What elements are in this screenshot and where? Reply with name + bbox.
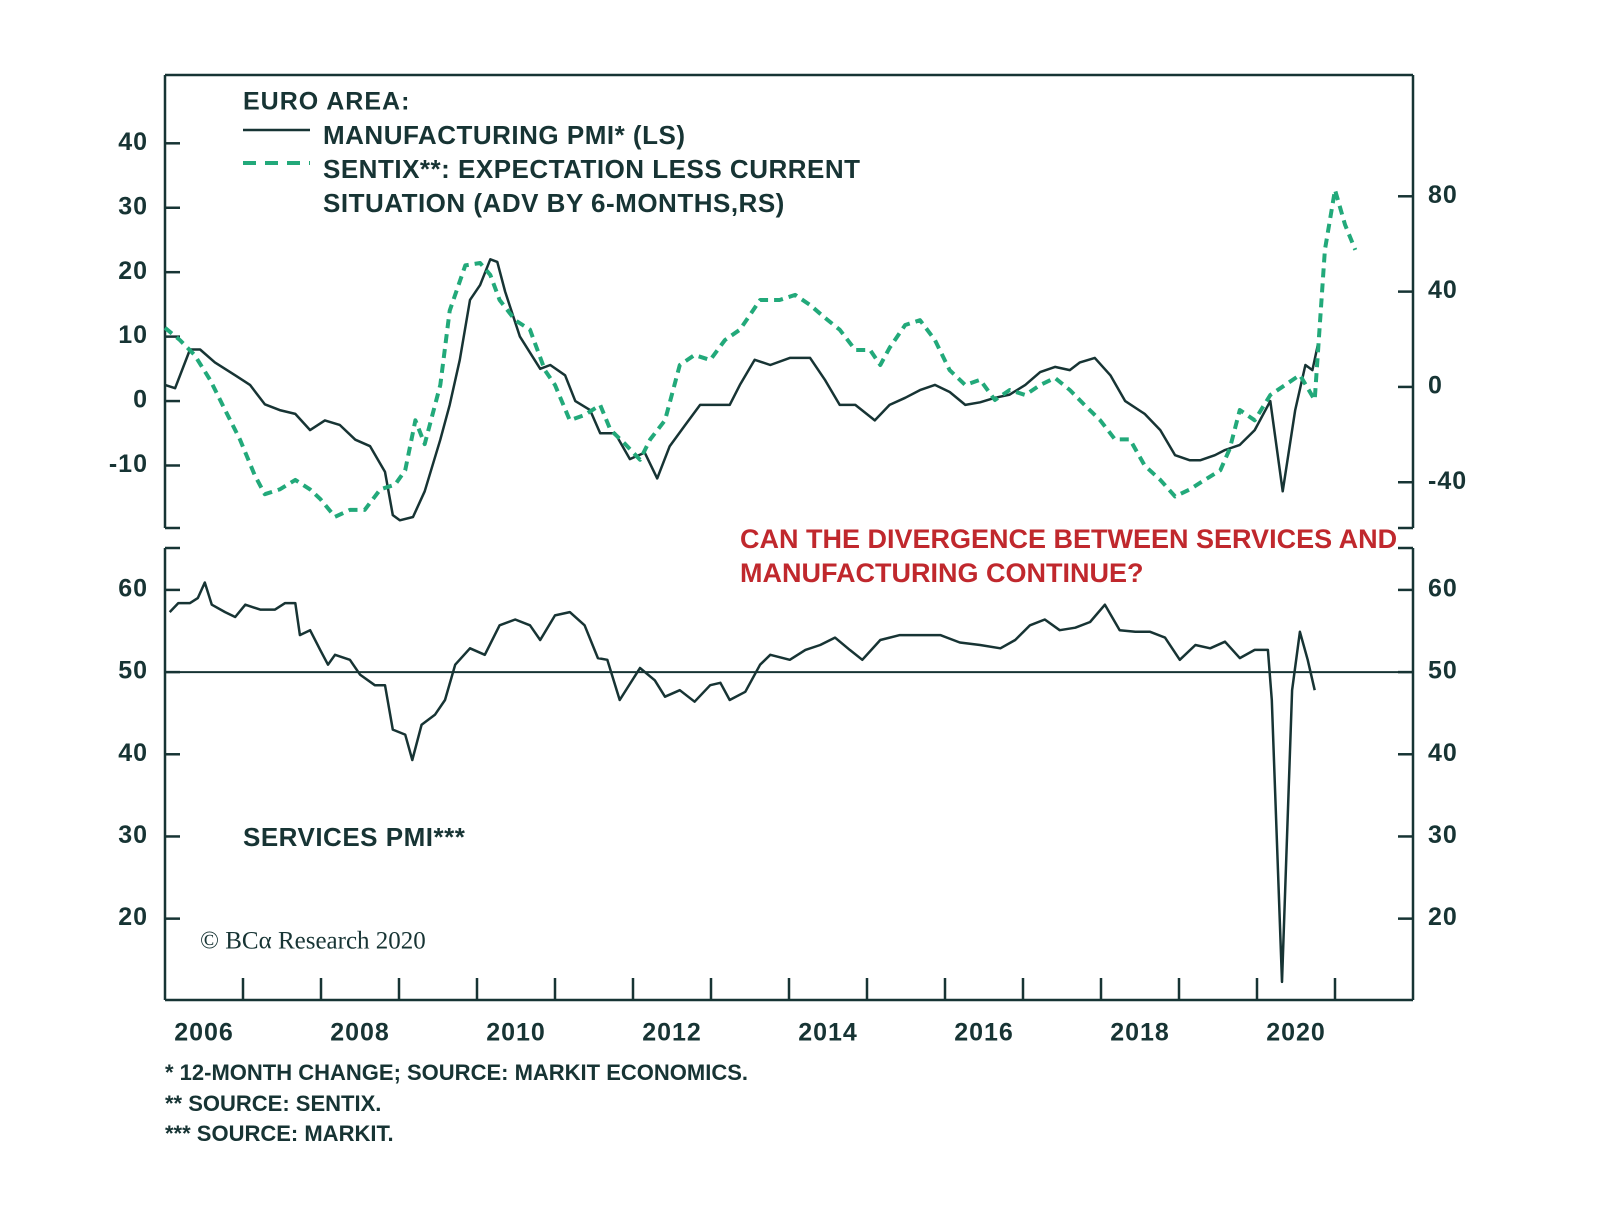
y2-tick-label: 60 [1428, 575, 1458, 603]
x-tick-label: 2012 [642, 1019, 702, 1047]
x-tick-label: 2006 [174, 1019, 234, 1047]
x-tick-label: 2014 [798, 1019, 858, 1047]
series-line [168, 581, 1316, 984]
credit: © BCα Research 2020 [200, 928, 426, 955]
y2-tick-label: 50 [1428, 657, 1458, 685]
legend-label: SENTIX**: EXPECTATION LESS CURRENT SITUA… [323, 154, 861, 218]
footnote: ** SOURCE: SENTIX. [165, 1091, 382, 1116]
y-tick-label: 40 [118, 128, 148, 156]
y-tick-label: 30 [118, 821, 148, 849]
footnote: *** SOURCE: MARKIT. [165, 1121, 394, 1146]
x-tick-label: 2020 [1266, 1019, 1326, 1047]
y-tick-label: 60 [118, 575, 148, 603]
annotation: CAN THE DIVERGENCE BETWEEN SERVICES AND … [740, 524, 1398, 588]
y-tick-label: 0 [133, 386, 148, 414]
series-line [164, 258, 1320, 522]
y2-tick-label: 40 [1428, 276, 1458, 304]
y-tick-label: 30 [118, 192, 148, 220]
x-tick-label: 2008 [330, 1019, 390, 1047]
y2-tick-label: 40 [1428, 739, 1458, 767]
y2-tick-label: 0 [1428, 372, 1443, 400]
series-label: SERVICES PMI*** [243, 822, 466, 852]
legend-label: MANUFACTURING PMI* (LS) [323, 120, 686, 150]
y-tick-label: 50 [118, 657, 148, 685]
y-tick-label: -10 [109, 450, 148, 478]
y2-tick-label: 20 [1428, 903, 1458, 931]
x-tick-label: 2018 [1110, 1019, 1170, 1047]
x-tick-label: 2010 [486, 1019, 546, 1047]
series-line [163, 187, 1358, 519]
y2-tick-label: 30 [1428, 821, 1458, 849]
y-tick-label: 20 [118, 257, 148, 285]
y-tick-label: 40 [118, 739, 148, 767]
y2-tick-label: 80 [1428, 181, 1458, 209]
y2-tick-label: -40 [1428, 467, 1467, 495]
x-tick-label: 2016 [954, 1019, 1014, 1047]
footnote: * 12-MONTH CHANGE; SOURCE: MARKIT ECONOM… [165, 1060, 749, 1085]
y-tick-label: 10 [118, 321, 148, 349]
chart-title: EURO AREA: [243, 88, 410, 116]
y-tick-label: 20 [118, 903, 148, 931]
